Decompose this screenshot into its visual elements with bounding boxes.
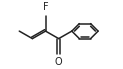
Text: F: F [43,2,48,12]
Text: O: O [55,57,62,67]
